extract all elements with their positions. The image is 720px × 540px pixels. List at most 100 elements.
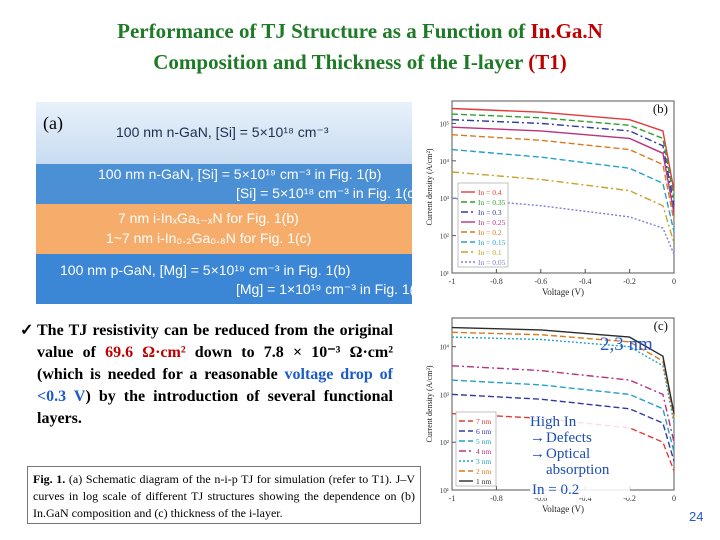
defects-line: →Defects xyxy=(530,430,630,446)
checkmark-icon: ✓ xyxy=(20,322,34,339)
chart-b: -1 -0.8 -0.6 -0.4 -0.2 0 10¹ 10² 10³ 10⁴ 10⁵ Voltag… xyxy=(420,95,680,310)
high-in-label: High In xyxy=(530,414,577,430)
layer-4-text-2: [Mg] = 1×10¹⁹ cm⁻³ in Fig. 1(c) xyxy=(236,281,426,297)
title-highlight-1: In.Ga.N xyxy=(530,19,603,43)
series-line xyxy=(451,365,675,443)
x-tick-label: -0.8 xyxy=(490,494,503,503)
layer-2-text-1: 100 nm n-GaN, [Si] = 5×10¹⁹ cm⁻³ in Fig.… xyxy=(98,166,382,182)
series-line xyxy=(451,107,675,191)
optical-label: Optical xyxy=(546,446,591,462)
high-in-note: High In →Defects →Optical absorption In … xyxy=(530,414,630,498)
x-tick-label: -1 xyxy=(449,494,456,503)
panel-label-a: (a) xyxy=(43,113,63,133)
bullet-text: The TJ resistivity can be reduced from t… xyxy=(37,320,393,430)
series-line xyxy=(451,171,675,244)
title-highlight-2: (T1) xyxy=(522,50,567,74)
bullet-text-1: The TJ resistivity can be reduced from t… xyxy=(37,322,393,361)
series-line xyxy=(451,412,675,472)
panel-label: (c) xyxy=(654,318,668,333)
figure-caption: Fig. 1. (a) Schematic diagram of the n-i… xyxy=(27,466,421,524)
x-tick-label: -0.4 xyxy=(579,277,592,286)
reduced-resistivity: 7.8 × 10⁻³ Ω·cm² xyxy=(263,344,394,361)
layer-i-ingan: 7 nm i-InₓGa₁₋ₓN for Fig. 1(b) 1~7 nm i-… xyxy=(36,204,412,254)
y-tick-label: 10¹ xyxy=(440,270,449,278)
legend-label: In = 0.1 xyxy=(478,248,502,257)
y-tick-label: 10³ xyxy=(440,195,449,203)
y-tick-label: 10² xyxy=(440,439,449,447)
x-tick-label: -0.4 xyxy=(579,494,592,503)
x-tick-label: -0.2 xyxy=(623,277,636,286)
layer-n-gan-top: 100 nm n-GaN, [Si] = 5×10¹⁸ cm⁻³ xyxy=(36,102,412,164)
y-axis-label: Current density (A/cm²) xyxy=(425,148,434,225)
chart-b-svg: -1 -0.8 -0.6 -0.4 -0.2 0 10¹ 10² 10³ 10⁴ 10⁵ Voltag… xyxy=(425,100,676,297)
layer-3-text-2: 1~7 nm i-In₀.₂Ga₀.₈N for Fig. 1(c) xyxy=(106,230,312,246)
y-axis-label: Current density (A/cm²) xyxy=(425,365,434,442)
x-tick-label: -0.6 xyxy=(534,494,547,503)
x-tick-label: -1 xyxy=(449,277,456,286)
series-line xyxy=(451,379,675,452)
legend-box xyxy=(457,182,509,268)
title-line-2: Composition and Thickness of the I-layer… xyxy=(0,47,720,78)
legend-label: 4 nm xyxy=(476,447,491,456)
arrow-icon: → xyxy=(530,446,545,462)
legend-label: In = 0.05 xyxy=(478,258,506,267)
y-tick-label: 10³ xyxy=(440,391,449,399)
bullet-text-4: ) by the introduction of several functio… xyxy=(37,388,393,427)
series-line xyxy=(451,113,675,199)
legend-label: In = 0.4 xyxy=(478,188,502,197)
legend-label: 1 nm xyxy=(476,477,491,486)
series-line xyxy=(451,148,675,233)
series-line xyxy=(451,393,675,462)
legend-label: 5 nm xyxy=(476,437,491,446)
absorption-label: absorption xyxy=(546,462,610,478)
legend-label: 6 nm xyxy=(476,427,491,436)
series-line xyxy=(451,336,675,424)
title-line-1: Performance of TJ Structure as a Functio… xyxy=(0,16,720,47)
arrow-icon: → xyxy=(530,430,545,446)
legend-label: 3 nm xyxy=(476,457,491,466)
caption-label: Fig. 1. xyxy=(33,472,66,486)
series-line xyxy=(451,126,675,214)
layer-1-text: 100 nm n-GaN, [Si] = 5×10¹⁸ cm⁻³ xyxy=(116,124,329,140)
in-value-label: In = 0.2 xyxy=(532,482,580,498)
slide-title: Performance of TJ Structure as a Functio… xyxy=(0,16,720,78)
layer-4-text-1: 100 nm p-GaN, [Mg] = 5×10¹⁹ cm⁻³ in Fig.… xyxy=(60,262,351,278)
series-line xyxy=(451,331,675,419)
x-tick-label: 0 xyxy=(672,494,676,503)
layer-p-gan: 100 nm p-GaN, [Mg] = 5×10¹⁹ cm⁻³ in Fig.… xyxy=(36,254,426,304)
voltage-drop: voltage drop of <0.3 V xyxy=(37,366,393,405)
bullet-text-2: down to xyxy=(185,344,264,361)
defects-label: Defects xyxy=(546,430,592,446)
legend-label: In = 0.15 xyxy=(478,238,506,247)
legend-label: In = 0.2 xyxy=(478,228,502,237)
x-axis-label: Voltage (V) xyxy=(542,504,584,514)
legend-label: In = 0.35 xyxy=(478,198,506,207)
x-axis-label: Voltage (V) xyxy=(542,287,584,297)
optical-line: →Optical xyxy=(530,446,630,462)
layer-n-gan: 100 nm n-GaN, [Si] = 5×10¹⁹ cm⁻³ in Fig.… xyxy=(36,164,419,204)
layer-2-text-2: [Si] = 5×10¹⁸ cm⁻³ in Fig. 1(c) xyxy=(236,185,419,201)
legend-box xyxy=(455,411,497,487)
series-line xyxy=(451,134,675,221)
legend-label: 7 nm xyxy=(476,417,491,426)
thickness-note: 2,3 nm xyxy=(600,334,653,355)
legend-label: In = 0.3 xyxy=(478,208,502,217)
y-tick-label: 10⁴ xyxy=(440,344,450,352)
legend-label: In = 0.25 xyxy=(478,218,506,227)
x-tick-label: 0 xyxy=(672,277,676,286)
series-line xyxy=(451,326,675,414)
legend-label: 2 nm xyxy=(476,467,491,476)
x-tick-label: -0.6 xyxy=(534,277,547,286)
y-tick-label: 10¹ xyxy=(440,487,449,495)
x-tick-label: -0.8 xyxy=(490,277,503,286)
title-text-1: Performance of TJ Structure as a Functio… xyxy=(117,19,531,43)
original-resistivity: 69.6 Ω·cm² xyxy=(105,344,186,361)
panel-label: (b) xyxy=(653,101,668,116)
bullet-text-3: (which is needed for a reasonable xyxy=(37,366,285,383)
title-text-2: Composition and Thickness of the I-layer xyxy=(153,50,523,74)
tj-structure-diagram: 100 nm n-GaN, [Si] = 5×10¹⁸ cm⁻³ 100 nm … xyxy=(36,102,426,304)
page-number: 24 xyxy=(689,509,704,524)
x-tick-label: -0.2 xyxy=(623,494,636,503)
layer-3-text-1: 7 nm i-InₓGa₁₋ₓN for Fig. 1(b) xyxy=(118,210,299,226)
y-tick-label: 10⁴ xyxy=(440,158,450,166)
